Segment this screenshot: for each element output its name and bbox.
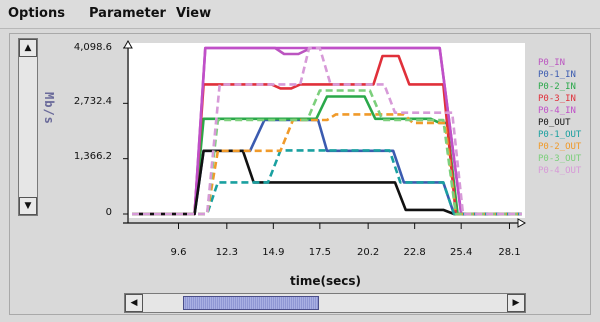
series-line-p0-2-out	[132, 113, 522, 216]
series-line-p0-3-out	[132, 89, 522, 216]
x-tick-label: 17.5	[308, 247, 331, 258]
y-axis-label: Mb/s	[42, 92, 56, 125]
series-line-p0-3-in	[132, 54, 522, 216]
legend-item-p0-1-in: P0-1_IN	[538, 70, 576, 80]
scroll-down-button[interactable]: ▼	[19, 197, 37, 215]
x-tick-label: 20.2	[357, 247, 380, 258]
legend-item-p0-out: P0_OUT	[538, 118, 571, 128]
x-tick-label: 9.6	[170, 247, 187, 258]
legend-item-p0-2-out: P0-2_OUT	[538, 142, 582, 152]
scrollbar-thumb[interactable]	[183, 296, 319, 310]
scroll-up-button[interactable]: ▲	[19, 39, 37, 57]
series-line-p0-2-in	[132, 95, 522, 216]
scroll-left-button[interactable]: ◀	[125, 294, 143, 312]
x-axis-arrow	[517, 218, 527, 228]
legend-item-p0-1-out: P0-1_OUT	[538, 130, 582, 140]
series-line-p0-out	[132, 149, 522, 216]
y-tick-label: 2,732.4	[73, 96, 112, 107]
triangle-right-icon: ▶	[512, 298, 520, 308]
menu-view[interactable]: View	[176, 6, 212, 21]
menu-bar: Options Parameter View	[0, 0, 600, 29]
y-tick-label: 0	[105, 207, 112, 218]
x-ticks	[178, 223, 510, 229]
y-axis-arrow	[123, 39, 133, 49]
series-line-p0-in	[132, 46, 522, 216]
x-axis-label: time(secs)	[290, 274, 361, 288]
legend-item-p0-3-in: P0-3_IN	[538, 94, 576, 104]
chart-panel	[9, 33, 591, 315]
series-line-p0-1-in	[132, 118, 522, 216]
horizontal-scrollbar[interactable]: ◀ ▶	[124, 293, 526, 313]
series-line-p0-4-out	[132, 46, 522, 216]
x-tick-label: 14.9	[262, 247, 285, 258]
menu-parameter[interactable]: Parameter	[89, 6, 166, 21]
legend-item-p0-4-out: P0-4_OUT	[538, 166, 582, 176]
legend-item-p0-in: P0_IN	[538, 58, 566, 68]
legend-item-p0-3-out: P0-3_OUT	[538, 154, 582, 164]
scroll-right-button[interactable]: ▶	[507, 294, 525, 312]
triangle-left-icon: ◀	[130, 298, 138, 308]
x-tick-label: 12.3	[215, 247, 238, 258]
legend-item-p0-2-in: P0-2_IN	[538, 82, 576, 92]
triangle-up-icon: ▲	[24, 43, 32, 53]
y-tick-label: 1,366.2	[73, 151, 112, 162]
legend-item-p0-4-in: P0-4_IN	[538, 106, 576, 116]
triangle-down-icon: ▼	[24, 201, 32, 211]
y-ticks	[123, 47, 128, 215]
x-tick-label: 25.4	[450, 247, 473, 258]
vertical-scrollbar[interactable]: ▲ ▼	[18, 38, 38, 216]
x-tick-label: 22.8	[403, 247, 426, 258]
series-lines	[132, 46, 522, 216]
series-line-p0-4-in	[132, 46, 522, 216]
x-tick-label: 28.1	[498, 247, 521, 258]
series-line-p0-1-out	[132, 149, 522, 216]
menu-options[interactable]: Options	[8, 6, 65, 21]
axes	[123, 39, 527, 228]
y-tick-label: 4,098.6	[73, 42, 112, 53]
